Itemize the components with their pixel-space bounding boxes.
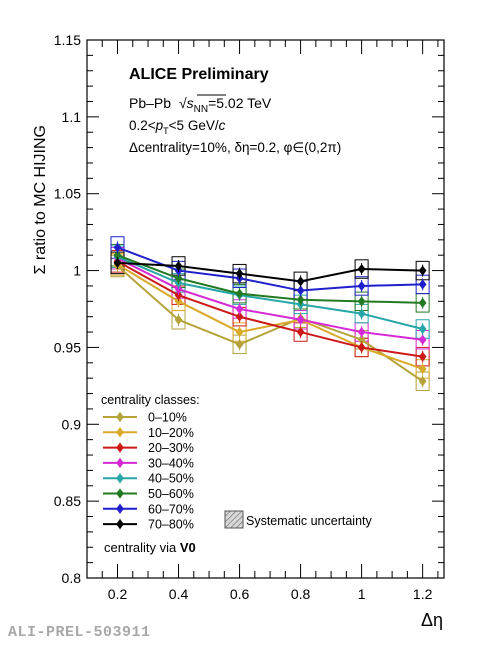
legend-marker-40-50-	[116, 473, 124, 484]
data-point-20-30-	[296, 327, 305, 338]
series-line-70-80-	[117, 261, 423, 283]
data-point-20-30-	[235, 311, 244, 322]
x-tick-label: 0.6	[230, 586, 250, 602]
y-tick-label: 0.9	[62, 416, 82, 432]
series-line-10-20-	[116, 263, 423, 370]
series-line-0-10-	[116, 265, 424, 383]
data-point-20-30-	[357, 342, 366, 353]
data-point-50-60-	[235, 288, 244, 299]
legend-header: centrality classes:	[101, 393, 200, 407]
legend-label-60-70-: 60–70%	[148, 502, 194, 516]
syst-legend-label: Systematic uncertainty	[246, 514, 372, 528]
legend-marker-20-30-	[116, 442, 124, 453]
legend-label-10-20-: 10–20%	[148, 426, 194, 440]
data-point-30-40-	[235, 304, 244, 314]
legend-marker-60-70-	[116, 503, 124, 514]
data-point-50-60-	[113, 250, 122, 261]
data-point-60-70-	[296, 285, 305, 296]
data-point-50-60-	[174, 273, 183, 284]
x-tick-label: 0.2	[108, 586, 128, 602]
data-point-70-80-	[174, 260, 183, 271]
data-point-40-50-	[418, 323, 427, 334]
y-tick-label: 0.85	[54, 493, 81, 509]
figure-reference-id: ALI-PREL-503911	[8, 624, 151, 641]
chart-title: ALICE Preliminary	[129, 66, 269, 83]
data-point-20-30-	[174, 290, 183, 301]
x-tick-label: 1.2	[413, 586, 433, 602]
series-line-50-60-	[117, 254, 423, 304]
legend-label-20-30-: 20–30%	[148, 441, 194, 455]
y-tick-label: 0.8	[62, 570, 82, 586]
pt-range-annotation: 0.2<pT<5 GeV/c	[129, 118, 226, 136]
legend-marker-70-80-	[116, 519, 124, 530]
data-point-30-40-	[357, 327, 366, 338]
legend-label-30-40-: 30–40%	[148, 456, 194, 470]
data-point-0-10-	[235, 339, 244, 350]
data-point-10-20-	[235, 327, 244, 338]
data-point-60-70-	[418, 279, 427, 290]
data-point-0-10-	[174, 314, 183, 325]
series-line-60-70-	[117, 246, 423, 292]
syst-legend-swatch	[224, 510, 244, 529]
data-point-70-80-	[357, 264, 366, 275]
data-point-30-40-	[296, 314, 305, 325]
legend: 0–10%10–20%20–30%30–40% 40–50%50–60%60–70…	[103, 411, 194, 532]
y-tick-label: 1.15	[54, 32, 81, 48]
data-point-30-40-	[418, 334, 427, 345]
data-point-0-10-	[418, 376, 427, 387]
data-point-20-30-	[418, 351, 427, 362]
data-point-70-80-	[235, 268, 244, 279]
series-line-40-50-	[117, 255, 423, 330]
y-tick-label: 1.05	[54, 186, 81, 202]
legend-marker-0-10-	[116, 412, 124, 422]
legend-marker-50-60-	[116, 488, 124, 499]
legend-marker-10-20-	[116, 427, 124, 438]
system-annotation: Pb–Pb √sNN=5.02 TeV	[129, 95, 272, 115]
axes: 0.8 0.85 0.9 0.95 1 1.05 1.1 1.15 0.2 0.4 0.6 0.8 1 1…	[54, 32, 444, 602]
data-point-30-40-	[174, 284, 183, 295]
data-point-70-80-	[418, 265, 427, 276]
data-point-10-20-	[418, 363, 427, 374]
legend-marker-30-40-	[116, 457, 124, 468]
plot-frame	[86, 39, 445, 579]
legend-label-40-50-: 40–50%	[148, 472, 194, 486]
legend-footer: centrality via V0	[104, 540, 196, 555]
legend-label-50-60-: 50–60%	[148, 487, 194, 501]
data-point-40-50-	[357, 308, 366, 319]
data-point-50-60-	[357, 296, 366, 307]
data-point-50-60-	[296, 294, 305, 305]
y-tick-label: 1	[73, 263, 81, 279]
data-point-10-20-	[174, 296, 183, 307]
y-axis-label: Σ ratio to MC HIJING	[32, 125, 49, 274]
series-line-20-30-	[117, 260, 423, 358]
bins-annotation: Δcentrality=10%, δη=0.2, φ∈(0,2π)	[129, 140, 341, 155]
data-point-60-70-	[357, 280, 366, 291]
x-axis-label: Δη	[421, 610, 443, 630]
legend-label-0-10-: 0–10%	[148, 411, 187, 425]
x-tick-label: 0.4	[169, 586, 189, 602]
data-point-70-80-	[113, 257, 122, 268]
x-tick-label: 1	[358, 586, 366, 602]
data-point-70-80-	[296, 276, 305, 287]
series-line-30-40-	[117, 257, 423, 341]
data-point-50-60-	[418, 297, 427, 308]
legend-label-70-80-: 70–80%	[148, 518, 194, 532]
y-tick-label: 0.95	[54, 339, 81, 355]
series-layer	[113, 241, 427, 388]
y-tick-label: 1.1	[62, 109, 82, 125]
x-tick-label: 0.8	[291, 586, 311, 602]
data-point-0-10-	[357, 334, 366, 345]
data-point-60-70-	[113, 242, 122, 253]
